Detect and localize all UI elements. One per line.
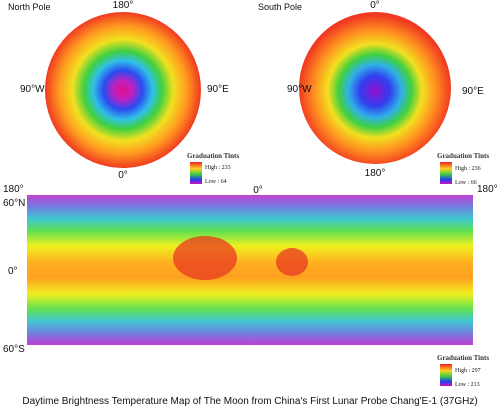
label: 90°E xyxy=(462,86,484,97)
legend-bar xyxy=(190,162,202,184)
mare-region xyxy=(173,236,237,280)
label: 180° xyxy=(477,184,498,195)
label: 0° xyxy=(253,185,263,196)
global-map xyxy=(27,195,473,345)
label: 180° xyxy=(3,184,24,195)
label: 60°N xyxy=(3,198,25,209)
mare-region xyxy=(276,248,308,276)
label: 90°W xyxy=(20,84,45,95)
south-pole-map xyxy=(299,12,451,164)
legend-high: High : 236 xyxy=(455,166,481,172)
legend-bar xyxy=(440,162,452,184)
legend-low: Low : 66 xyxy=(455,180,477,186)
legend-title: Graduation Tints xyxy=(437,152,489,160)
label: 0° xyxy=(370,0,380,11)
legend-high: High : 297 xyxy=(455,368,481,374)
label: 0° xyxy=(118,170,128,181)
caption: Daytime Brightness Temperature Map of Th… xyxy=(22,396,477,407)
legend-low: Low : 213 xyxy=(455,382,480,388)
legend-bar xyxy=(440,364,452,386)
legend-title: Graduation Tints xyxy=(437,354,489,362)
label: 0° xyxy=(8,266,18,277)
label: 90°E xyxy=(207,84,229,95)
panel-title: South Pole xyxy=(258,2,302,12)
panel-title: North Pole xyxy=(8,2,51,12)
label: 180° xyxy=(113,0,134,11)
label: 180° xyxy=(365,168,386,179)
legend-title: Graduation Tints xyxy=(187,152,239,160)
north-pole-map xyxy=(45,12,201,168)
label: 90°W xyxy=(287,84,312,95)
legend-high: High : 233 xyxy=(205,165,231,171)
legend-low: Low : 64 xyxy=(205,179,227,185)
label: 60°S xyxy=(3,344,25,355)
